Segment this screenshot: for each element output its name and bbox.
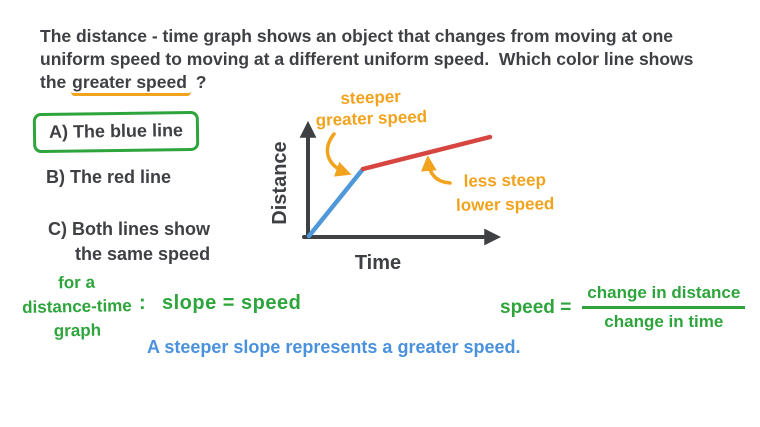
option-a-label: A) The blue line: [48, 120, 184, 142]
blue-line-segment: [306, 166, 366, 239]
note-context-distance-time-graph: for a distance-time graph: [13, 270, 140, 344]
distance-time-graph: Distance Time: [269, 120, 502, 274]
underlined-greater-speed: greater speed: [71, 72, 191, 96]
y-axis-label: Distance: [269, 141, 291, 224]
slope-speed-equation: slope = speed: [162, 292, 302, 314]
annotation-less-steep-line-2: lower speed: [455, 194, 555, 215]
speed-equation-lhs: speed =: [500, 296, 572, 318]
option-c-line-2: the same speed: [75, 244, 211, 264]
note-context-line-2: distance-time: [22, 296, 132, 317]
x-axis-label: Time: [355, 252, 401, 274]
note-context-line-1: for a: [57, 272, 96, 293]
option-c[interactable]: C) Both lines show the same speed: [48, 217, 210, 267]
annotation-less-steep-line-1: less steep: [463, 170, 547, 191]
speed-equation-fraction: change in distance change in time: [582, 283, 746, 332]
option-c-line-1: C) Both lines show: [48, 219, 210, 239]
annotation-less-steep-lower-speed: less steep lower speed: [444, 168, 567, 218]
question-line-3-prefix: the: [40, 72, 72, 92]
annotation-steeper-greater-speed: steeper greater speed: [311, 85, 430, 131]
option-a-correct-answer-box[interactable]: A) The blue line: [32, 110, 200, 154]
question-line-3-suffix: ?: [190, 72, 207, 92]
arrow-to-red-line-icon: [420, 155, 452, 185]
note-context-line-3: graph: [53, 320, 102, 341]
question-line-3: the greater speed ?: [40, 71, 693, 96]
speed-equation-denominator: change in time: [604, 312, 724, 331]
speed-equation: speed = change in distance change in tim…: [500, 283, 746, 332]
red-line-segment: [360, 134, 493, 172]
question-line-2: uniform speed to moving at a different u…: [40, 49, 694, 69]
steeper-slope-conclusion: A steeper slope represents a greater spe…: [147, 337, 521, 357]
note-colon: :: [139, 292, 146, 314]
option-b[interactable]: B) The red line: [46, 167, 171, 188]
annotation-steeper-line-2: greater speed: [315, 107, 428, 130]
option-b-label: B) The red line: [46, 167, 172, 187]
arrow-to-blue-line-icon: [325, 132, 352, 177]
speed-equation-numerator: change in distance: [582, 283, 746, 309]
question-text: The distance - time graph shows an objec…: [40, 25, 694, 96]
question-line-1: The distance - time graph shows an objec…: [40, 26, 674, 46]
